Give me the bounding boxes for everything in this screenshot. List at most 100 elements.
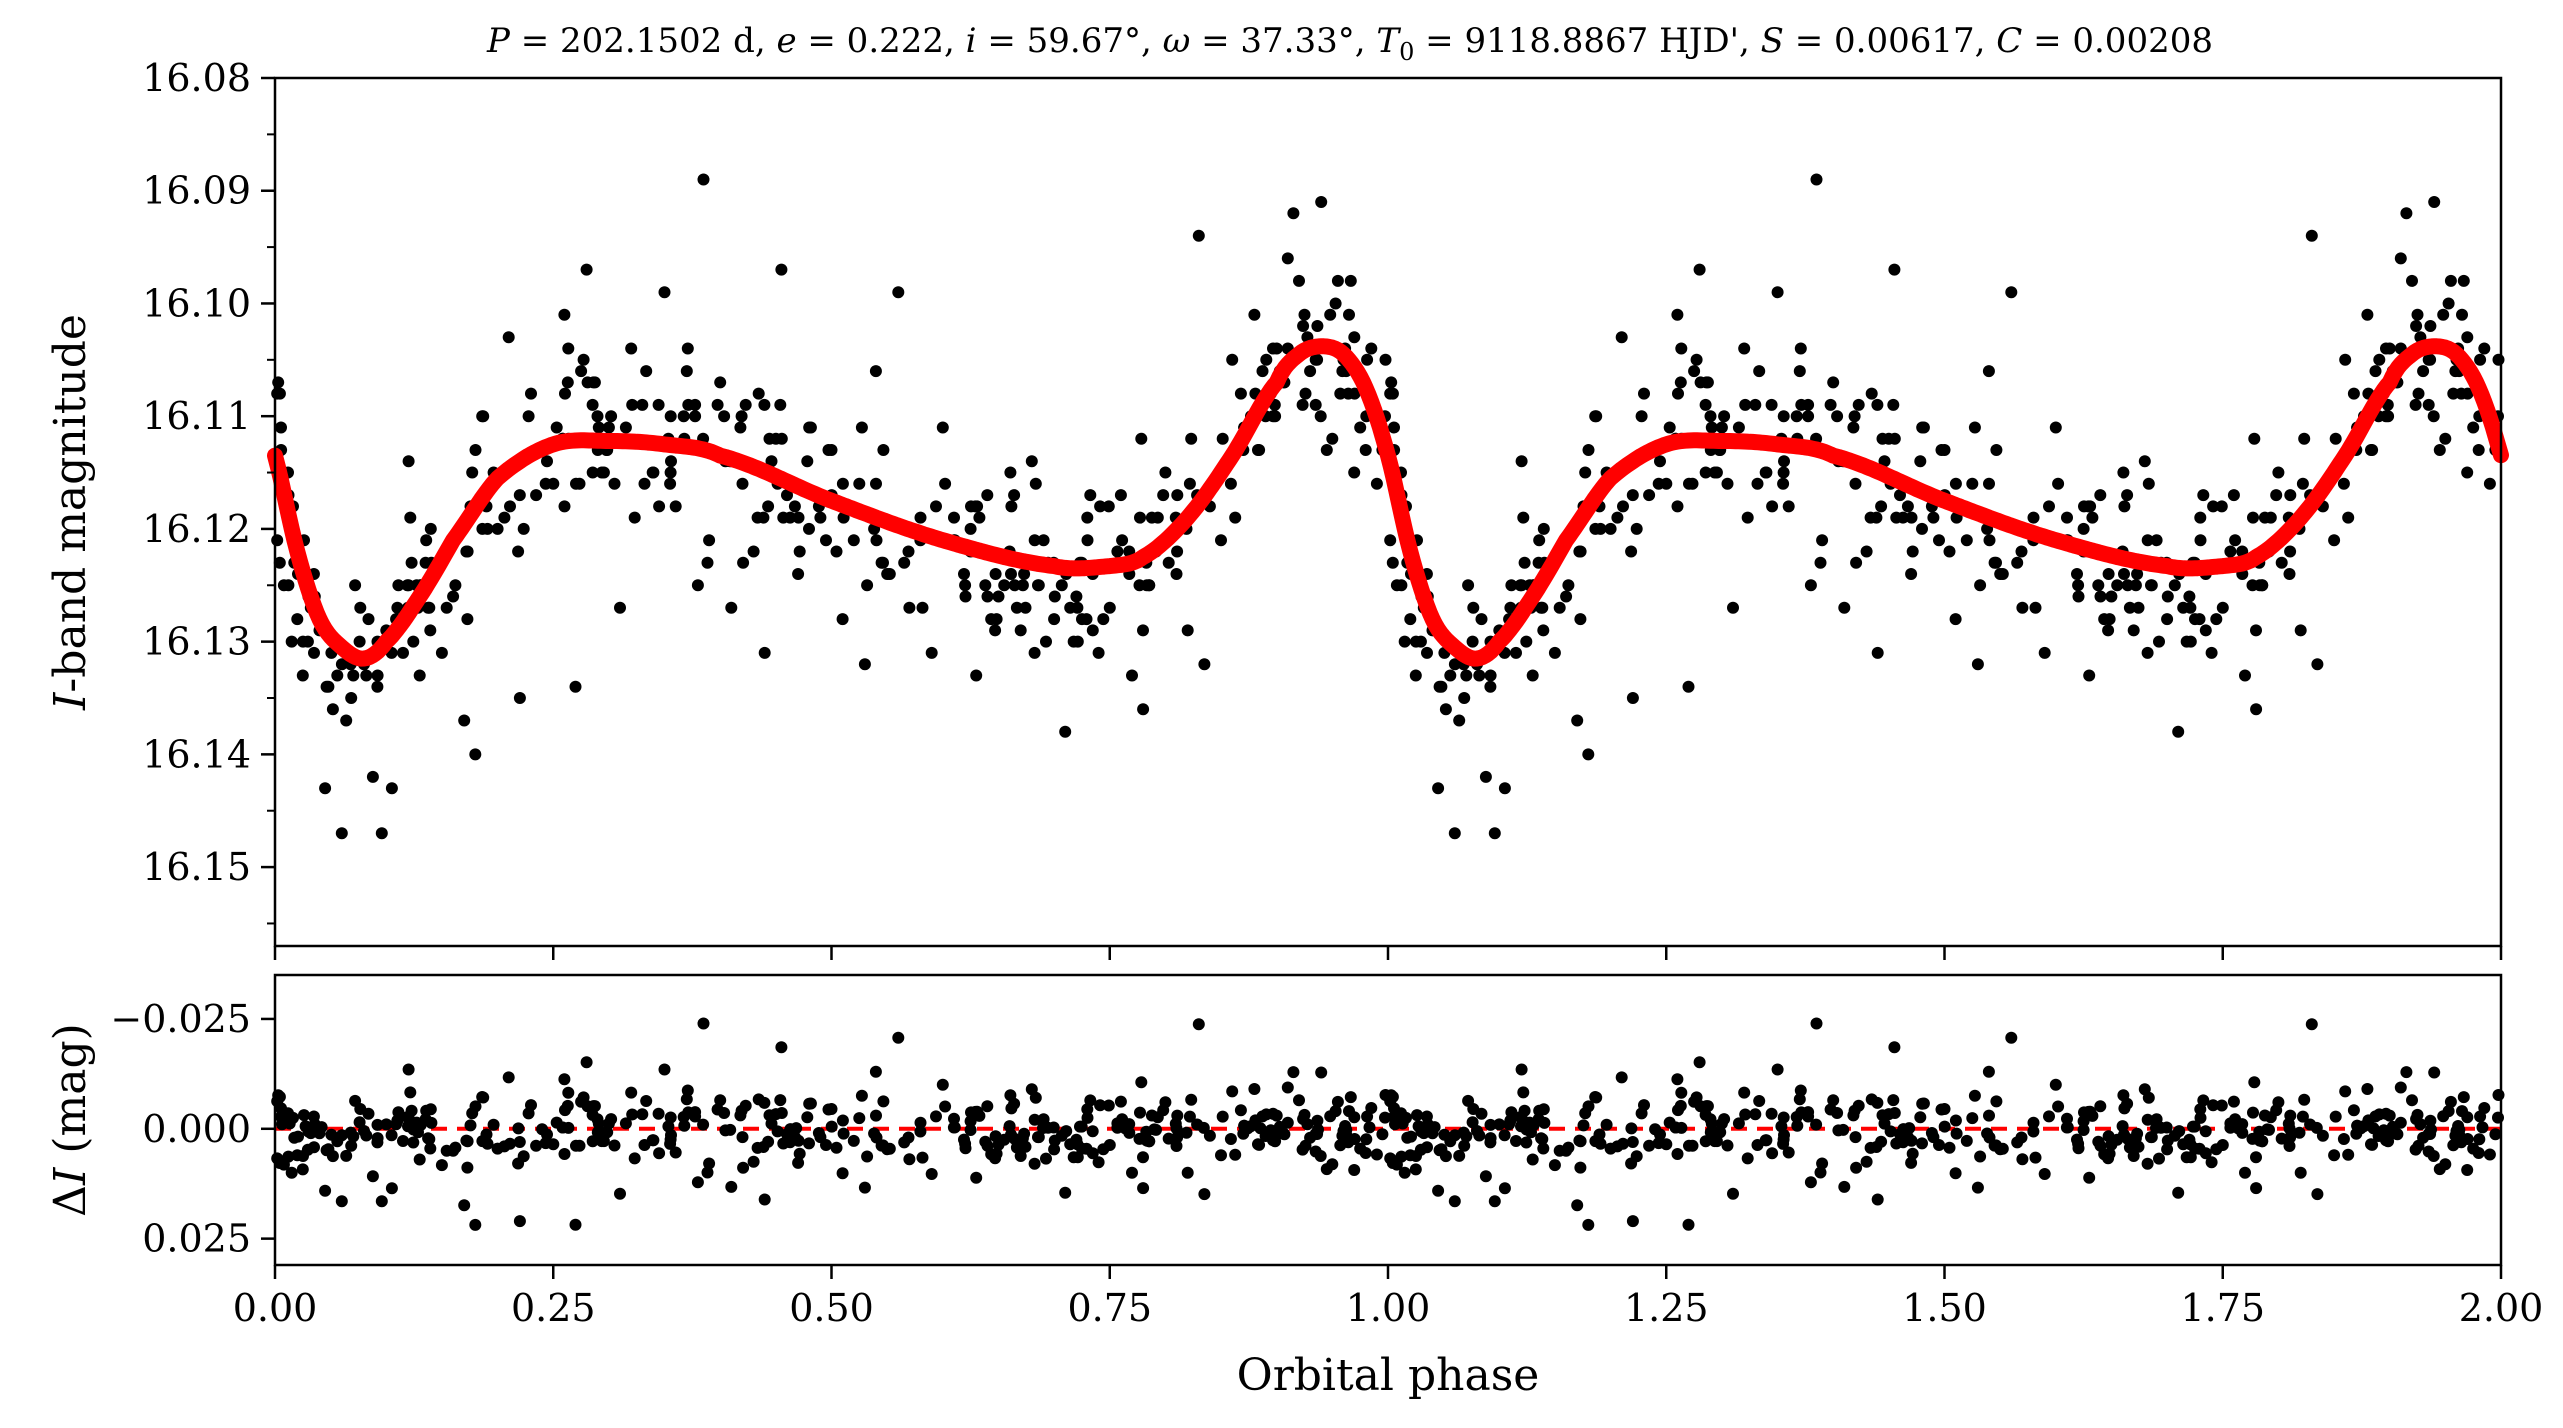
residual-point bbox=[2339, 1085, 2352, 1098]
residual-point bbox=[2361, 1083, 2374, 1095]
observation-point bbox=[2145, 579, 2158, 592]
x-tick-label: 0.25 bbox=[511, 1286, 596, 1330]
observation-point bbox=[1299, 387, 1312, 400]
residual-point bbox=[1771, 1063, 1784, 1076]
observation-point bbox=[1838, 601, 1851, 614]
observation-point bbox=[1510, 646, 1522, 659]
residual-point bbox=[2215, 1099, 2228, 1112]
observation-point bbox=[973, 511, 986, 524]
observation-point bbox=[513, 489, 526, 502]
observation-point bbox=[1590, 410, 1603, 423]
residual-point bbox=[970, 1171, 983, 1184]
observation-point bbox=[530, 489, 543, 502]
observation-point bbox=[959, 579, 972, 592]
residual-point bbox=[2461, 1111, 2474, 1124]
residual-point bbox=[1438, 1128, 1451, 1141]
observation-point bbox=[331, 669, 344, 682]
residual-point bbox=[1102, 1099, 1115, 1112]
residual-point bbox=[836, 1167, 849, 1180]
residual-point bbox=[461, 1161, 474, 1174]
residual-point bbox=[487, 1118, 500, 1131]
residual-point bbox=[477, 1091, 490, 1104]
observation-point bbox=[1582, 748, 1595, 761]
observation-point bbox=[1384, 534, 1397, 547]
residual-point bbox=[626, 1108, 639, 1121]
observation-point bbox=[765, 455, 778, 468]
observation-point bbox=[1215, 534, 1227, 547]
observation-point bbox=[1256, 365, 1269, 378]
y-tick-label: 16.09 bbox=[142, 169, 251, 213]
observation-point bbox=[539, 477, 552, 490]
observation-point bbox=[1699, 466, 1712, 479]
observation-point bbox=[1253, 444, 1266, 456]
residual-point bbox=[1460, 1130, 1473, 1143]
observation-point bbox=[1974, 579, 1987, 592]
residual-point bbox=[1738, 1086, 1751, 1099]
observation-point bbox=[1008, 489, 1021, 502]
observation-point bbox=[2311, 658, 2324, 671]
residual-point bbox=[1966, 1112, 1979, 1125]
residual-point bbox=[1479, 1170, 1492, 1183]
residual-point bbox=[1370, 1148, 1383, 1161]
observation-point bbox=[1475, 613, 1488, 626]
residual-point bbox=[1084, 1094, 1097, 1107]
observation-point bbox=[1814, 556, 1827, 569]
residual-point bbox=[371, 1132, 384, 1145]
residual-point bbox=[308, 1118, 321, 1131]
observation-point bbox=[1348, 466, 1361, 479]
residual-point bbox=[354, 1103, 367, 1115]
residual-point bbox=[801, 1111, 814, 1124]
residual-point bbox=[2264, 1111, 2277, 1124]
residual-point bbox=[2427, 1150, 2440, 1162]
residual-point bbox=[1626, 1136, 1639, 1148]
observation-point bbox=[1103, 601, 1116, 614]
observation-point bbox=[2406, 274, 2418, 287]
residual-point bbox=[2422, 1127, 2435, 1140]
residual-point bbox=[1467, 1103, 1480, 1115]
observation-point bbox=[1643, 489, 1656, 502]
residual-point bbox=[1971, 1181, 1984, 1194]
observation-point bbox=[930, 500, 942, 513]
residual-point bbox=[1114, 1095, 1127, 1108]
observation-point bbox=[391, 601, 404, 614]
observation-point bbox=[2250, 703, 2263, 716]
residual-point bbox=[1974, 1150, 1987, 1163]
observation-point bbox=[1386, 387, 1399, 400]
observation-point bbox=[1409, 669, 1422, 682]
residual-point bbox=[1137, 1182, 1150, 1195]
observation-point bbox=[586, 398, 599, 411]
observation-point bbox=[2361, 308, 2374, 321]
observation-point bbox=[1185, 432, 1198, 445]
residual-point bbox=[1028, 1113, 1041, 1126]
observation-point bbox=[1137, 624, 1149, 637]
observation-point bbox=[1084, 489, 1097, 502]
observation-point bbox=[2121, 579, 2134, 592]
residual-point bbox=[558, 1073, 571, 1086]
observation-point bbox=[1943, 545, 1956, 558]
residual-point bbox=[282, 1150, 295, 1163]
observation-point bbox=[1777, 410, 1790, 423]
observation-point bbox=[1804, 579, 1817, 592]
residual-point bbox=[1925, 1127, 1938, 1139]
observation-point bbox=[1782, 500, 1795, 513]
residual-point bbox=[1086, 1125, 1099, 1138]
residual-point bbox=[2283, 1140, 2296, 1152]
observation-point bbox=[1329, 297, 1342, 310]
observation-point bbox=[801, 455, 814, 468]
residual-point bbox=[2311, 1188, 2324, 1201]
residual-point bbox=[1571, 1199, 1584, 1212]
residual-point bbox=[2304, 1118, 2317, 1131]
residual-point bbox=[853, 1112, 866, 1125]
residual-point bbox=[2293, 1126, 2306, 1139]
observation-point bbox=[1248, 308, 1261, 321]
observation-point bbox=[1802, 398, 1815, 411]
observation-point bbox=[1996, 568, 2009, 580]
observation-point bbox=[2121, 489, 2134, 502]
residual-point bbox=[541, 1128, 553, 1141]
observation-point bbox=[2412, 387, 2425, 400]
residuals-y-label: ΔI (mag) bbox=[45, 1023, 96, 1217]
observation-point bbox=[577, 353, 590, 366]
observation-point bbox=[581, 376, 594, 389]
residual-point bbox=[1536, 1133, 1549, 1146]
observation-point bbox=[2461, 466, 2474, 479]
